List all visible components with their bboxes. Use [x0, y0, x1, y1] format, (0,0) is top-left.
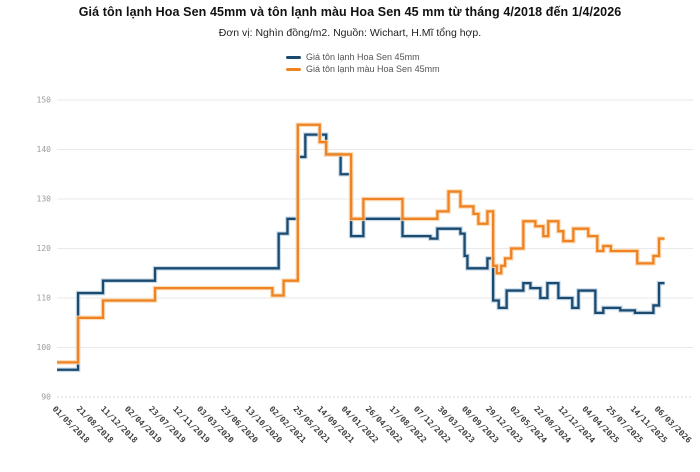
legend-swatch-icon	[286, 68, 301, 71]
y-tick-label: 100	[37, 343, 52, 352]
y-tick-label: 120	[37, 244, 52, 253]
series-line-0	[57, 133, 665, 371]
legend-label: Giá tôn lạnh màu Hoa Sen 45mm	[306, 64, 440, 74]
page-title: Giá tôn lạnh Hoa Sen 45mm và tôn lạnh mà…	[78, 5, 622, 19]
chart-subtitle: Đơn vị: Nghìn đồng/m2. Nguồn: Wichart, H…	[218, 27, 482, 39]
y-tick-label: 150	[37, 96, 52, 105]
legend-item: Giá tôn lạnh màu Hoa Sen 45mm	[286, 64, 440, 75]
series-line-1	[57, 123, 665, 364]
y-tick-label: 110	[37, 294, 52, 303]
y-tick-label: 140	[37, 145, 52, 154]
legend-swatch-icon	[286, 56, 301, 59]
y-tick-label: 90	[41, 393, 51, 402]
chart-legend: Giá tôn lạnh Hoa Sen 45mm Giá tôn lạnh m…	[286, 52, 440, 75]
legend-label: Giá tôn lạnh Hoa Sen 45mm	[306, 52, 420, 62]
series-line-halo-1	[57, 122, 665, 365]
legend-item: Giá tôn lạnh Hoa Sen 45mm	[286, 52, 440, 63]
series-line-halo-0	[57, 132, 665, 373]
y-tick-label: 130	[37, 195, 52, 204]
